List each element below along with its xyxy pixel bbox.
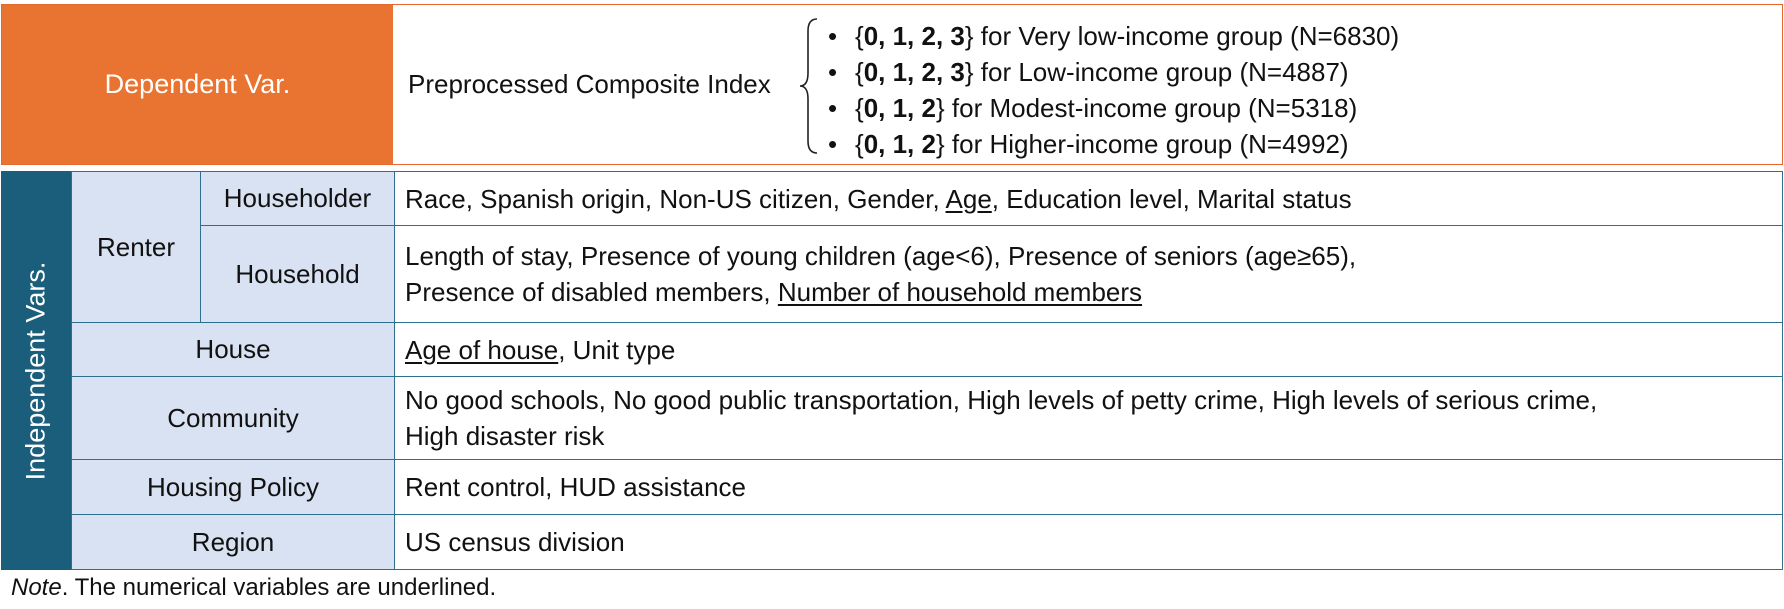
group-description: for Modest-income group (N=5318) <box>944 93 1358 123</box>
list-item: • {0, 1, 2} for Higher-income group (N=49… <box>828 126 1399 162</box>
left-brace-icon <box>799 18 818 154</box>
dependent-variable-block: Dependent Var. Preprocessed Composite In… <box>1 4 1783 165</box>
community-variables: No good schools, No good public transpor… <box>394 376 1783 460</box>
renter-category: Renter <box>71 171 201 323</box>
bullet-icon: • <box>828 93 838 123</box>
group-description: for Very low-income group (N=6830) <box>973 21 1400 51</box>
numerical-variable: Age <box>945 183 992 214</box>
independent-vars-label: Independent Vars. <box>1 171 71 570</box>
composite-index-label: Preprocessed Composite Index <box>408 69 771 99</box>
independent-variables-table: Independent Vars. Renter Householder Rac… <box>1 171 1783 570</box>
note-text: . The numerical variables are underlined… <box>61 574 497 601</box>
house-category: House <box>71 322 395 377</box>
list-item: • {0, 1, 2} for Modest-income group (N=53… <box>828 90 1399 126</box>
house-variables: Age of house, Unit type <box>394 322 1783 377</box>
outcome-groups-list: • {0, 1, 2, 3} for Very low-income group … <box>828 18 1399 162</box>
household-category: Household <box>200 225 395 323</box>
category-values: 0, 1, 2, 3 <box>863 57 965 87</box>
category-values: 0, 1, 2, 3 <box>863 21 965 51</box>
dependent-var-label: Dependent Var. <box>2 5 393 164</box>
list-item: • {0, 1, 2, 3} for Low-income group (N=48… <box>828 54 1399 90</box>
housing-policy-variables: Rent control, HUD assistance <box>394 459 1783 515</box>
householder-variables: Race, Spanish origin, Non-US citizen, Ge… <box>394 171 1783 226</box>
category-values: 0, 1, 2 <box>863 129 936 159</box>
group-description: for Higher-income group (N=4992) <box>944 129 1349 159</box>
region-variables: US census division <box>394 514 1783 570</box>
category-values: 0, 1, 2 <box>863 93 936 123</box>
region-category: Region <box>71 514 395 570</box>
note-prefix: Note <box>11 574 62 601</box>
household-variables: Length of stay, Presence of young childr… <box>394 225 1783 323</box>
numerical-variable: Age of house <box>405 334 559 365</box>
community-category: Community <box>71 376 395 460</box>
bullet-icon: • <box>828 129 838 159</box>
bullet-icon: • <box>828 57 838 87</box>
bullet-icon: • <box>828 21 838 51</box>
householder-category: Householder <box>200 171 395 226</box>
housing-policy-category: Housing Policy <box>71 459 395 515</box>
table-note: Note. The numerical variables are underl… <box>11 574 496 602</box>
list-item: • {0, 1, 2, 3} for Very low-income group … <box>828 18 1399 54</box>
group-description: for Low-income group (N=4887) <box>973 57 1349 87</box>
numerical-variable: Number of household members <box>777 277 1143 307</box>
